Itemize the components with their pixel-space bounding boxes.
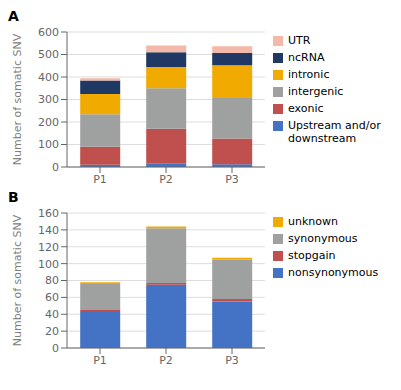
svg-text:100: 100 [38, 258, 59, 271]
svg-text:160: 160 [38, 207, 59, 220]
html-text:Upstream and/or: Upstream and/or [288, 119, 381, 132]
svg-text:0: 0 [52, 161, 59, 174]
html-text:UTR: UTR [288, 34, 311, 47]
html-text:synonymous: synonymous [288, 232, 358, 245]
svg-text:60: 60 [45, 291, 59, 304]
svg-text:40: 40 [45, 308, 59, 321]
svg-text:P3: P3 [225, 173, 239, 186]
html-text:B: B [8, 189, 19, 205]
svg-text:120: 120 [38, 241, 59, 254]
svg-text:20: 20 [45, 325, 59, 338]
html-text:A: A [8, 8, 19, 24]
svg-text:P3: P3 [225, 354, 239, 367]
svg-text:200: 200 [38, 116, 59, 129]
html-text:ncRNA: ncRNA [288, 51, 325, 64]
html-text:downstream: downstream [288, 132, 357, 145]
svg-text:P2: P2 [159, 173, 173, 186]
svg-text:600: 600 [38, 26, 59, 39]
svg-text:P1: P1 [93, 173, 107, 186]
svg-text:Number of somatic SNV: Number of somatic SNV [11, 214, 24, 346]
svg-text:500: 500 [38, 48, 59, 61]
svg-text:140: 140 [38, 224, 59, 237]
html-text:stopgain: stopgain [288, 249, 336, 262]
html-text:exonic: exonic [288, 102, 324, 115]
svg-text:Number of somatic SNV: Number of somatic SNV [11, 33, 24, 165]
svg-text:400: 400 [38, 71, 59, 84]
svg-text:P2: P2 [159, 354, 173, 367]
svg-text:80: 80 [45, 274, 59, 287]
svg-text:300: 300 [38, 93, 59, 106]
svg-text:0: 0 [52, 342, 59, 355]
html-text:intergenic: intergenic [288, 85, 344, 98]
html-text:unknown: unknown [288, 215, 338, 228]
svg-text:100: 100 [38, 138, 59, 151]
html-text:intronic: intronic [288, 68, 330, 81]
html-text:nonsynonymous: nonsynonymous [288, 266, 379, 279]
svg-text:P1: P1 [93, 354, 107, 367]
